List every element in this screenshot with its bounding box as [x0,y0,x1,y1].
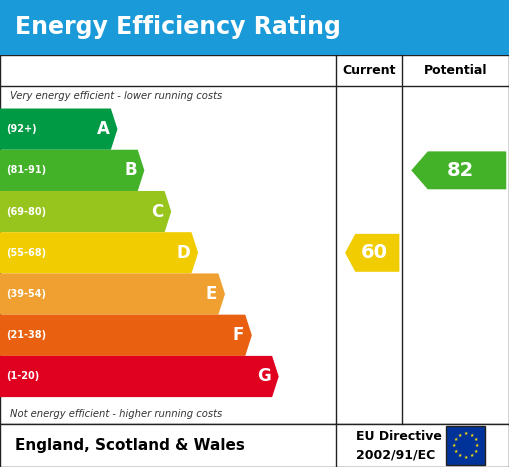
Text: F: F [233,326,244,344]
Text: ★: ★ [469,432,474,438]
Bar [0,55,509,424]
Text: EU Directive: EU Directive [356,430,442,443]
Polygon shape [0,150,145,191]
Bar [0,424,509,467]
Text: ★: ★ [473,437,478,442]
Polygon shape [0,356,279,397]
Text: ★: ★ [464,431,468,436]
Text: England, Scotland & Wales: England, Scotland & Wales [15,438,245,453]
Text: ★: ★ [464,455,468,460]
Text: (21-38): (21-38) [6,330,46,340]
Text: G: G [258,368,271,385]
Polygon shape [345,234,400,272]
Polygon shape [0,191,171,232]
Polygon shape [0,315,252,356]
Text: Current: Current [342,64,396,77]
Text: ★: ★ [469,453,474,459]
Text: B: B [124,162,137,179]
Text: ★: ★ [458,453,462,459]
Text: 60: 60 [360,243,388,262]
Bar [0,0,509,55]
Text: Not energy efficient - higher running costs: Not energy efficient - higher running co… [10,410,222,419]
Text: (69-80): (69-80) [6,206,46,217]
Text: ★: ★ [458,432,462,438]
Text: Very energy efficient - lower running costs: Very energy efficient - lower running co… [10,91,222,101]
Text: ★: ★ [473,449,478,454]
Text: E: E [206,285,217,303]
Text: 2002/91/EC: 2002/91/EC [356,448,436,461]
Polygon shape [0,232,198,273]
Bar [446,426,485,465]
Text: (1-20): (1-20) [6,372,39,382]
Text: (92+): (92+) [6,124,37,134]
Polygon shape [0,108,118,150]
Text: C: C [151,203,163,220]
Text: ★: ★ [454,437,458,442]
Polygon shape [0,273,225,315]
Polygon shape [411,151,506,189]
Text: ★: ★ [454,449,458,454]
Text: ★: ★ [475,443,479,448]
Text: Potential: Potential [424,64,487,77]
Text: Energy Efficiency Rating: Energy Efficiency Rating [15,15,341,39]
Text: (39-54): (39-54) [6,289,46,299]
Text: ★: ★ [452,443,456,448]
Text: A: A [97,120,110,138]
Text: (81-91): (81-91) [6,165,46,175]
Text: 82: 82 [447,161,474,180]
Text: D: D [177,244,190,262]
Text: (55-68): (55-68) [6,248,46,258]
